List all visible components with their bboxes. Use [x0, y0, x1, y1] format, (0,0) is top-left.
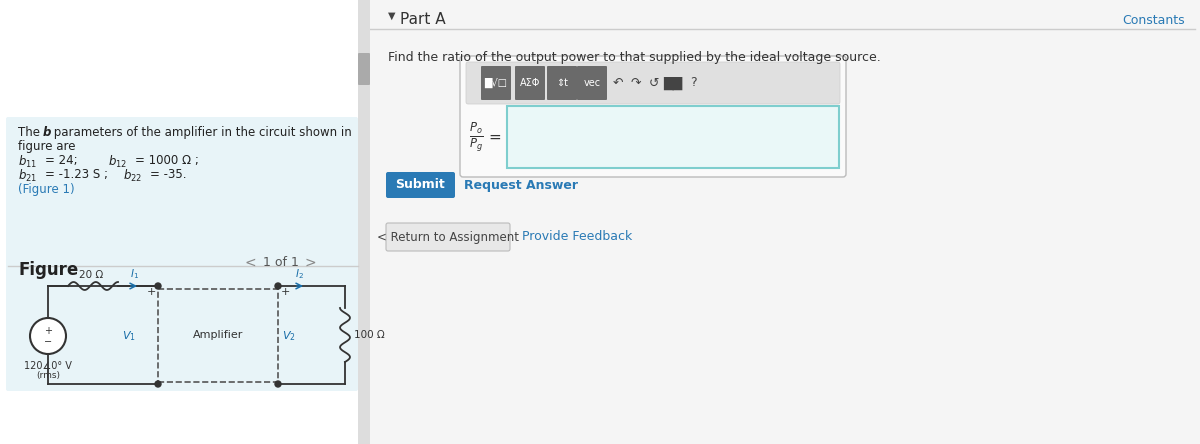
Circle shape [155, 283, 161, 289]
Text: = 1000 Ω ;: = 1000 Ω ; [134, 154, 199, 167]
Circle shape [155, 381, 161, 387]
FancyBboxPatch shape [460, 56, 846, 177]
Text: The: The [18, 126, 43, 139]
FancyBboxPatch shape [386, 223, 510, 251]
Text: █√□: █√□ [485, 78, 508, 88]
FancyBboxPatch shape [466, 62, 840, 104]
Bar [358, 0, 370, 444]
Text: +: + [44, 326, 52, 336]
Text: Part A: Part A [400, 12, 445, 27]
Text: Submit: Submit [395, 178, 445, 191]
FancyBboxPatch shape [6, 117, 358, 391]
FancyBboxPatch shape [386, 172, 455, 198]
Text: $b_{21}$: $b_{21}$ [18, 168, 37, 184]
Text: = -1.23 S ;: = -1.23 S ; [46, 168, 108, 181]
Text: b: b [43, 126, 52, 139]
Text: +: + [148, 287, 156, 297]
Text: $V_1$: $V_1$ [122, 329, 136, 343]
Circle shape [275, 283, 281, 289]
Text: ██: ██ [664, 76, 683, 90]
Text: (Figure 1): (Figure 1) [18, 183, 74, 196]
Text: $\frac{P_o}{P_g}$: $\frac{P_o}{P_g}$ [469, 120, 484, 154]
Text: parameters of the amplifier in the circuit shown in: parameters of the amplifier in the circu… [50, 126, 352, 139]
Text: ↺: ↺ [649, 76, 659, 90]
Text: Find the ratio of the output power to that supplied by the ideal voltage source.: Find the ratio of the output power to th… [388, 51, 881, 64]
Text: +: + [281, 287, 290, 297]
Text: 120∠0° V: 120∠0° V [24, 361, 72, 371]
Text: ▼: ▼ [388, 11, 396, 21]
Text: $b_{11}$: $b_{11}$ [18, 154, 37, 170]
Text: $b_{22}$: $b_{22}$ [124, 168, 142, 184]
Text: Amplifier: Amplifier [193, 330, 244, 341]
Text: (rms): (rms) [36, 371, 60, 380]
Text: ΑΣΦ: ΑΣΦ [520, 78, 540, 88]
Circle shape [30, 318, 66, 354]
Text: 1 of 1: 1 of 1 [263, 256, 299, 269]
Text: 100 Ω: 100 Ω [354, 330, 385, 340]
Text: >: > [305, 256, 317, 270]
FancyBboxPatch shape [481, 66, 511, 100]
Text: −: − [44, 337, 52, 347]
Text: $b_{12}$: $b_{12}$ [108, 154, 127, 170]
FancyBboxPatch shape [547, 66, 577, 100]
Text: = -35.: = -35. [150, 168, 186, 181]
Text: $I_2$: $I_2$ [295, 267, 304, 281]
Text: Constants: Constants [1122, 14, 1186, 27]
Text: Request Answer: Request Answer [464, 178, 578, 191]
Text: 20 Ω: 20 Ω [79, 270, 103, 280]
Text: <: < [245, 256, 257, 270]
Text: $V_2$: $V_2$ [282, 329, 295, 343]
Text: figure are: figure are [18, 140, 76, 153]
Text: $I_1$: $I_1$ [130, 267, 139, 281]
Circle shape [275, 381, 281, 387]
Text: < Return to Assignment: < Return to Assignment [377, 230, 520, 243]
Text: ⇕t: ⇕t [556, 78, 568, 88]
Bar [370, 0, 1200, 444]
Text: Figure: Figure [18, 261, 78, 279]
Text: = 24;: = 24; [46, 154, 78, 167]
Text: ↶: ↶ [613, 76, 623, 90]
FancyBboxPatch shape [508, 106, 839, 168]
Text: =: = [488, 130, 502, 144]
FancyBboxPatch shape [577, 66, 607, 100]
FancyBboxPatch shape [515, 66, 545, 100]
Text: ?: ? [690, 76, 696, 90]
Text: ↷: ↷ [631, 76, 641, 90]
Text: Provide Feedback: Provide Feedback [522, 230, 632, 243]
Text: vec: vec [583, 78, 600, 88]
FancyBboxPatch shape [358, 53, 370, 85]
